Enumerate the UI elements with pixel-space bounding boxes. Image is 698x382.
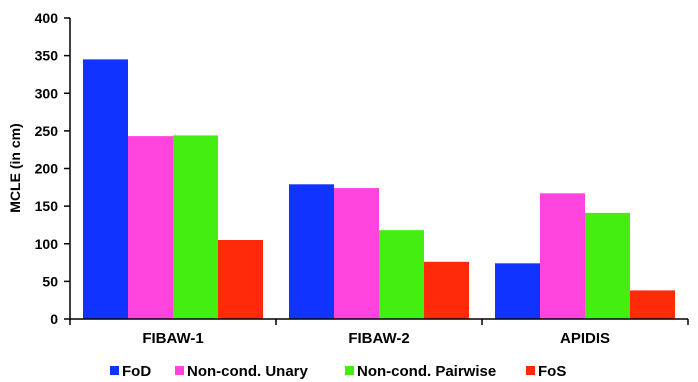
y-tick-label: 400 — [35, 10, 59, 26]
bar-fos-apidis — [630, 290, 675, 319]
bar-fod-fibaw-2 — [289, 184, 334, 319]
y-tick-label: 250 — [35, 123, 59, 139]
legend-label: FoD — [122, 363, 151, 380]
y-tick-label: 200 — [35, 161, 59, 177]
bar-fos-fibaw-2 — [424, 261, 469, 319]
legend-swatch — [110, 366, 119, 375]
y-axis-ticks: 0 50 100 150 200 250 300 350 400 — [35, 10, 70, 327]
category-label: FIBAW-2 — [348, 330, 409, 347]
category-label: FIBAW-1 — [142, 330, 203, 347]
bar-non-cond-unary-fibaw-1 — [128, 136, 173, 319]
bar-fod-apidis — [495, 263, 540, 319]
y-tick-label: 300 — [35, 85, 59, 101]
legend-label: Non-cond. Pairwise — [357, 363, 496, 380]
legend-swatch — [345, 366, 354, 375]
y-tick-label: 350 — [35, 48, 59, 64]
category-label: APIDIS — [560, 330, 610, 347]
legend-swatch — [526, 366, 535, 375]
bar-non-cond-unary-apidis — [540, 193, 585, 319]
y-tick-label: 50 — [42, 273, 58, 289]
bar-non-cond-pairwise-fibaw-1 — [173, 135, 218, 319]
y-axis-label: MCLE (in cm) — [7, 123, 23, 212]
bar-non-cond-unary-fibaw-2 — [334, 188, 379, 319]
y-tick-label: 150 — [35, 198, 59, 214]
legend-label: FoS — [538, 363, 566, 380]
bar-non-cond-pairwise-apidis — [585, 212, 630, 319]
bars — [83, 59, 675, 319]
legend: FoD Non-cond. Unary Non-cond. Pairwise FoS — [110, 363, 566, 380]
bar-fos-fibaw-1 — [218, 239, 263, 319]
bar-non-cond-pairwise-fibaw-2 — [379, 230, 424, 319]
y-tick-label: 100 — [35, 236, 59, 252]
legend-label: Non-cond. Unary — [187, 363, 308, 380]
category-labels: FIBAW-1 FIBAW-2 APIDIS — [69, 319, 689, 347]
y-tick-label: 0 — [50, 311, 58, 327]
axes — [69, 18, 688, 320]
legend-swatch — [175, 366, 184, 375]
bar-fod-fibaw-1 — [83, 59, 128, 319]
